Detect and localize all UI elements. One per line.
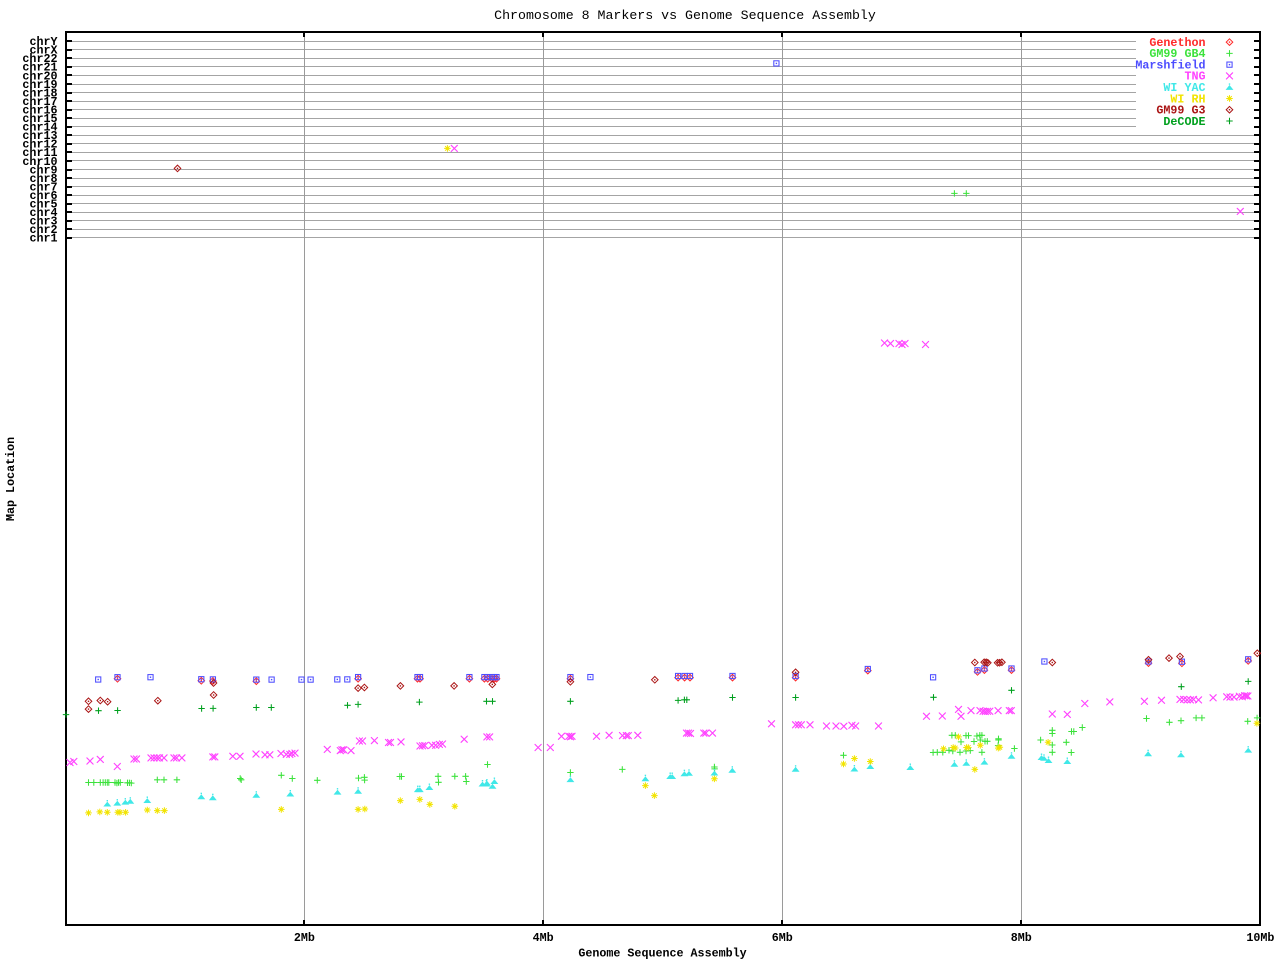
svg-text:2Mb: 2Mb	[294, 931, 315, 945]
svg-text:chr14: chr14	[22, 121, 57, 135]
svg-text:WI YAC: WI YAC	[1163, 81, 1205, 95]
svg-text:chr1: chr1	[29, 232, 57, 246]
svg-text:chrX: chrX	[29, 44, 58, 58]
svg-text:Marshfield: Marshfield	[1135, 58, 1205, 72]
svg-text:chr17: chr17	[22, 95, 57, 109]
svg-text:WI RH: WI RH	[1170, 92, 1205, 106]
svg-text:chr11: chr11	[22, 146, 57, 160]
svg-text:chr5: chr5	[29, 198, 57, 212]
svg-text:chr22: chr22	[22, 52, 57, 66]
svg-text:chr4: chr4	[29, 206, 57, 220]
svg-text:chr21: chr21	[22, 61, 57, 75]
svg-text:chr12: chr12	[22, 138, 57, 152]
svg-text:chr10: chr10	[22, 155, 57, 169]
svg-text:chr19: chr19	[22, 78, 57, 92]
svg-text:chr20: chr20	[22, 69, 57, 83]
svg-text:TNG: TNG	[1184, 70, 1205, 84]
svg-text:10Mb: 10Mb	[1246, 931, 1274, 945]
svg-text:4Mb: 4Mb	[533, 931, 554, 945]
svg-text:chr7: chr7	[29, 180, 57, 194]
svg-text:chr9: chr9	[29, 163, 57, 177]
svg-text:GM99 GB4: GM99 GB4	[1149, 47, 1205, 61]
svg-text:chr18: chr18	[22, 86, 57, 100]
svg-text:chr3: chr3	[29, 215, 57, 229]
svg-text:8Mb: 8Mb	[1011, 931, 1032, 945]
svg-text:Genome Sequence Assembly: Genome Sequence Assembly	[578, 947, 746, 961]
svg-text:chr16: chr16	[22, 103, 57, 117]
svg-text:GM99 G3: GM99 G3	[1156, 104, 1205, 118]
svg-text:chrY: chrY	[29, 35, 57, 49]
svg-text:DeCODE: DeCODE	[1163, 115, 1205, 129]
svg-text:Map Location: Map Location	[4, 437, 18, 521]
svg-text:chr2: chr2	[29, 223, 57, 237]
svg-text:chr13: chr13	[22, 129, 57, 143]
svg-text:Genethon: Genethon	[1149, 36, 1205, 50]
svg-text:chr6: chr6	[29, 189, 57, 203]
svg-text:chr8: chr8	[29, 172, 57, 186]
svg-text:chr15: chr15	[22, 112, 57, 126]
svg-text:Chromosome 8 Markers vs Genome: Chromosome 8 Markers vs Genome Sequence …	[494, 8, 876, 23]
svg-text:6Mb: 6Mb	[772, 931, 793, 945]
